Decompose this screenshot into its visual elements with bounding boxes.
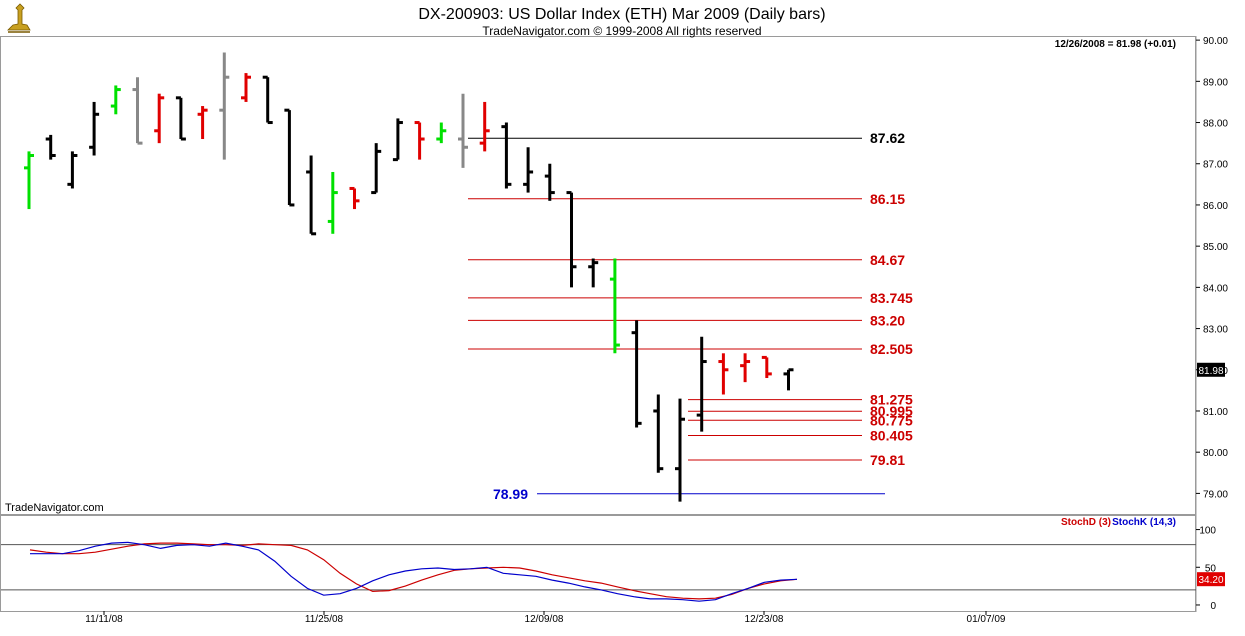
ohlc-bar xyxy=(349,186,360,210)
level-label: 86.15 xyxy=(870,191,905,207)
level-label: 78.99 xyxy=(493,486,528,502)
x-tick-label: 12/23/08 xyxy=(745,614,784,625)
ohlc-bar xyxy=(262,75,273,125)
stoch-value-tag xyxy=(1197,572,1225,587)
level-label: 81.275 xyxy=(870,392,913,408)
ohlc-bar xyxy=(631,320,642,428)
ohlc-bar xyxy=(24,151,34,210)
trade-navigator-logo[interactable] xyxy=(7,3,31,33)
ohlc-bar xyxy=(609,258,620,354)
ohlc-bar xyxy=(414,121,425,160)
ohlc-bar xyxy=(132,77,143,145)
stoch-legend-entry: StochK (14,3) xyxy=(1112,517,1176,528)
x-tick-label: 11/25/08 xyxy=(305,614,344,625)
price-panel xyxy=(0,36,1196,515)
level-label: 79.81 xyxy=(870,452,905,468)
ohlc-bar xyxy=(436,122,447,144)
level-label: 82.505 xyxy=(870,341,913,357)
last-quote-label: 12/26/2008 = 81.98 (+0.01) xyxy=(1055,39,1176,50)
price-y-tick-label: 81.00 xyxy=(1203,407,1228,418)
ohlc-bar xyxy=(175,96,186,141)
ohlc-bar xyxy=(523,147,534,193)
ohlc-bar xyxy=(479,101,490,152)
ohlc-bar xyxy=(154,93,165,144)
ohlc-bar xyxy=(718,353,729,395)
ohlc-bar xyxy=(761,355,772,379)
axes: 90.00 89.00 88.00 87.00 86.00 85.00 84.00 83.00… xyxy=(85,36,1228,625)
ohlc-bar xyxy=(327,171,338,234)
stoch-y-tick-label: 100 xyxy=(1199,526,1216,537)
ohlc-bar xyxy=(241,73,251,102)
ohlc-bar xyxy=(371,143,382,195)
current-price-tag xyxy=(1197,362,1225,377)
price-y-tick-label: 84.00 xyxy=(1203,283,1228,294)
level-label: 80.405 xyxy=(870,428,913,444)
stochastic-plot: StochK (14,3)StochD (3) xyxy=(1,517,1196,602)
price-y-tick-label: 88.00 xyxy=(1203,119,1228,130)
ohlc-bar xyxy=(284,108,295,207)
watermark-text: TradeNavigator.com xyxy=(5,502,104,514)
level-label: 84.67 xyxy=(870,252,905,268)
price-y-tick-label: 83.00 xyxy=(1203,325,1228,336)
price-y-tick-label: 85.00 xyxy=(1203,242,1228,253)
x-tick-label: 11/11/08 xyxy=(85,614,123,625)
stoch-series-line xyxy=(29,542,798,600)
ohlc-bar xyxy=(306,155,317,236)
ohlc-bar xyxy=(501,122,512,189)
ohlc-bar xyxy=(458,93,468,168)
ohlc-bar xyxy=(219,52,230,160)
ohlc-bar xyxy=(67,151,78,189)
current-price-label: 81.98 xyxy=(1198,366,1223,377)
ohlc-bar xyxy=(653,394,664,473)
x-tick-label: 01/07/09 xyxy=(967,614,1006,625)
ohlc-bar xyxy=(110,85,121,115)
price-y-tick-label: 87.00 xyxy=(1203,160,1228,171)
level-label: 80.995 xyxy=(870,403,913,419)
ohlc-bar xyxy=(783,368,794,391)
ohlc-bar xyxy=(89,101,100,156)
copyright-text: TradeNavigator.com © 1999-2008 All right… xyxy=(482,24,761,38)
ohlc-bar xyxy=(675,398,685,502)
ohlc-bar xyxy=(392,118,403,162)
level-label: 83.745 xyxy=(870,290,913,306)
stochastic-panel xyxy=(0,515,1196,612)
ohlc-bar xyxy=(696,336,707,432)
ohlc-bar xyxy=(566,191,577,288)
level-label: 87.62 xyxy=(870,130,905,146)
price-y-tick-label: 86.00 xyxy=(1203,201,1228,212)
level-label: 80.775 xyxy=(870,412,913,428)
chart-title: DX-200903: US Dollar Index (ETH) Mar 200… xyxy=(418,6,825,23)
price-y-tick-label: 89.00 xyxy=(1203,77,1228,88)
x-tick-label: 12/09/08 xyxy=(525,614,564,625)
ohlc-bar xyxy=(197,106,208,140)
level-label: 83.20 xyxy=(870,312,905,328)
stoch-legend-entry: StochD (3) xyxy=(1061,517,1111,528)
ohlc-bar xyxy=(588,258,599,288)
ohlc-bar xyxy=(740,353,751,383)
price-plot: 87.6286.1584.6783.74583.2082.50581.27580… xyxy=(24,52,913,502)
price-y-tick-label: 90.00 xyxy=(1203,36,1228,47)
stoch-series-line xyxy=(30,541,798,602)
stoch-value-label: 34.20 xyxy=(1198,575,1223,586)
price-y-tick-label: 80.00 xyxy=(1203,448,1228,459)
ohlc-bar xyxy=(544,163,555,201)
price-y-tick-label: 79.00 xyxy=(1203,489,1228,500)
ohlc-bar xyxy=(45,134,56,160)
stoch-y-tick-label: 50 xyxy=(1205,563,1217,574)
stoch-y-tick-label: 0 xyxy=(1210,601,1216,612)
